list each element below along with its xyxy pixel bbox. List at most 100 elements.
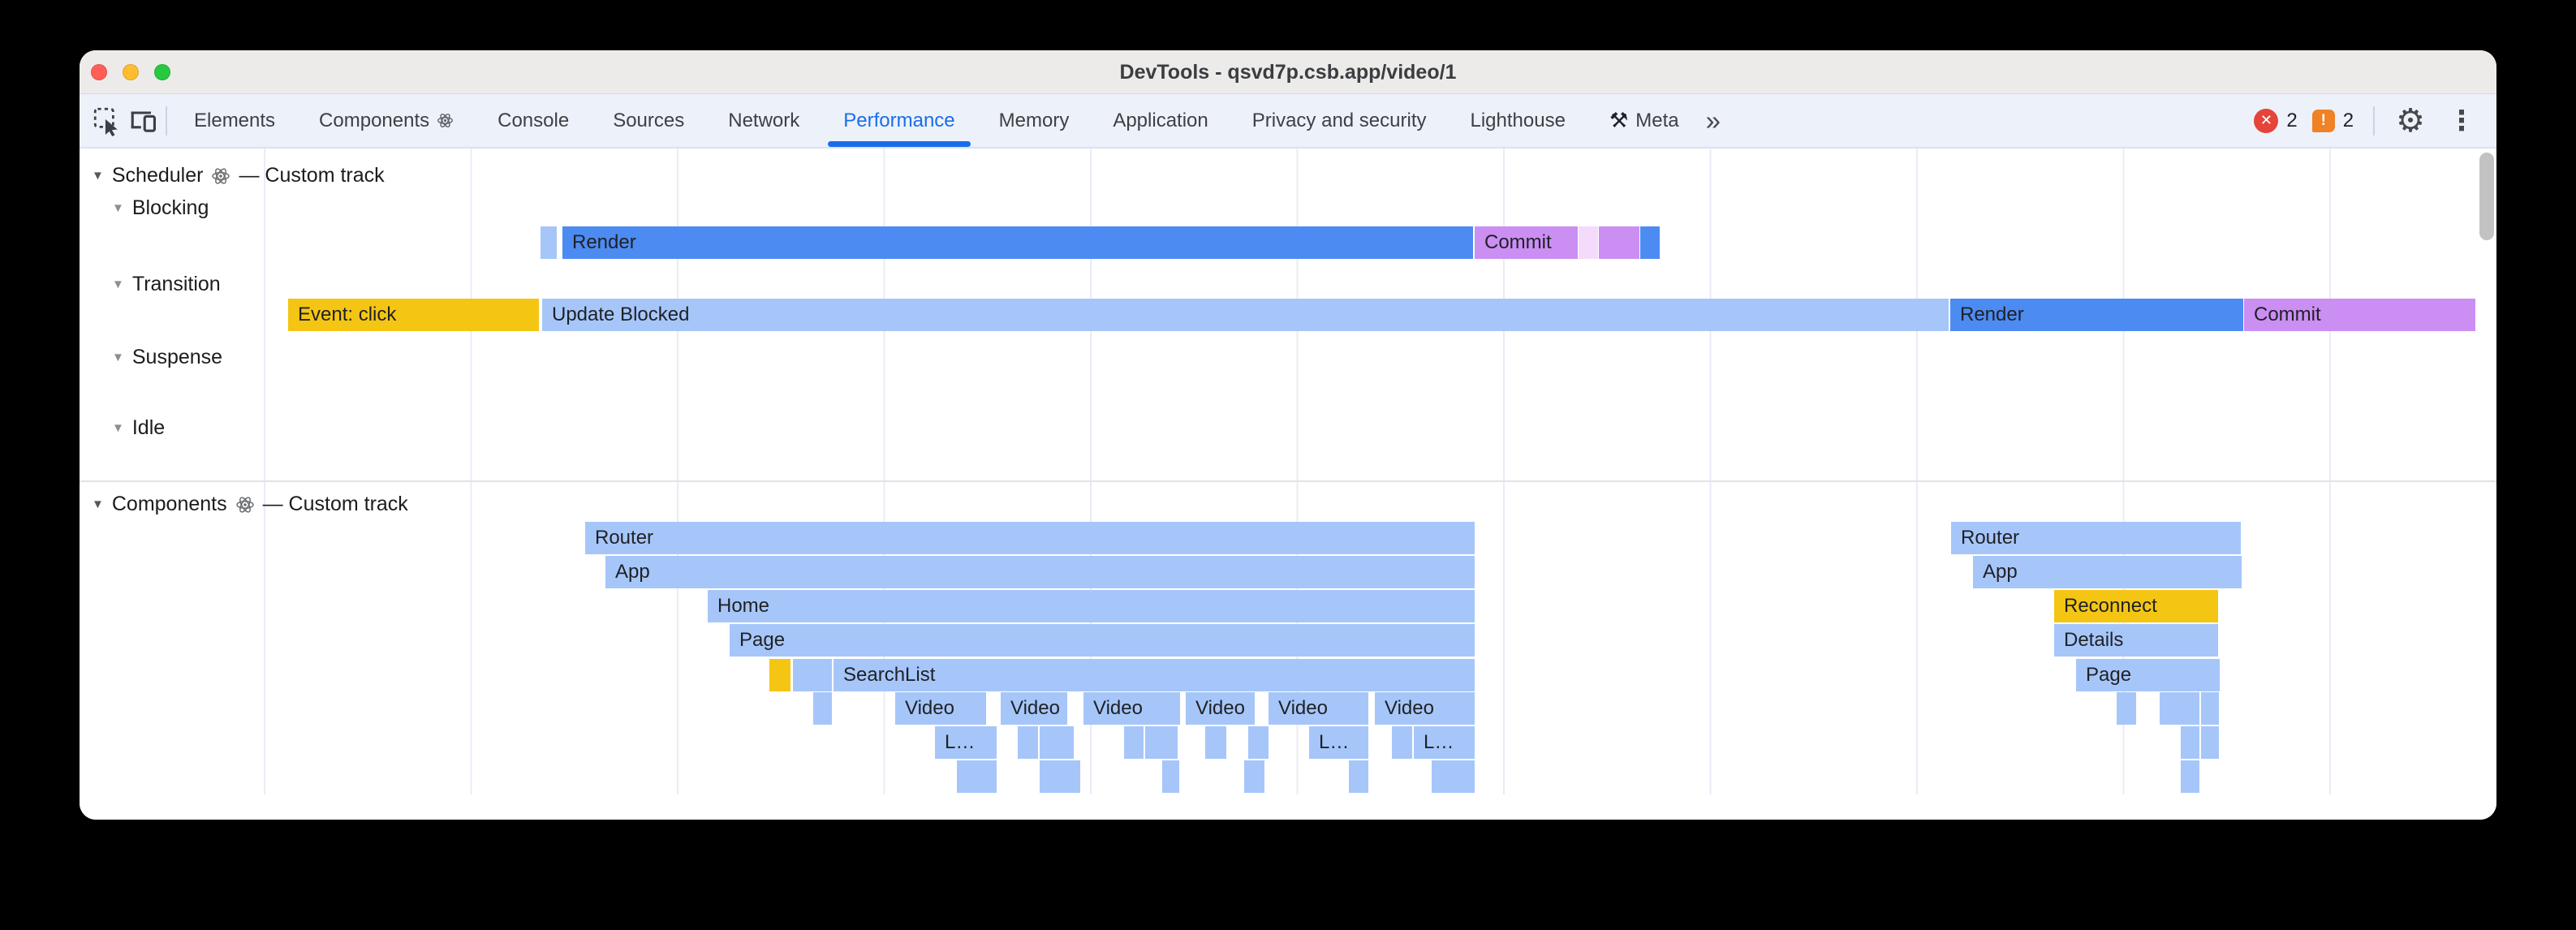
- flame-bar-page[interactable]: Page: [730, 624, 1475, 657]
- flame-bar-page[interactable]: Page: [2076, 659, 2220, 691]
- flame-bar-video[interactable]: Video: [895, 692, 986, 725]
- tab-lighthouse[interactable]: Lighthouse: [1449, 94, 1587, 147]
- flame-bar-home[interactable]: Home: [708, 590, 1475, 622]
- flame-bar-commit[interactable]: Commit: [2244, 299, 2475, 331]
- flame-bar-block[interactable]: [1640, 226, 1660, 259]
- flame-bar-details[interactable]: Details: [2054, 624, 2218, 657]
- tab-label: Performance: [843, 109, 955, 131]
- flame-bar-block[interactable]: [1040, 760, 1080, 793]
- tab-label: Application: [1113, 109, 1208, 131]
- track-suffix: — Custom track: [239, 164, 385, 187]
- flame-bar-block[interactable]: [1018, 726, 1038, 759]
- flame-bar-block[interactable]: [2117, 692, 2136, 725]
- flame-bar-searchlist[interactable]: SearchList: [834, 659, 1475, 691]
- tab-meta[interactable]: ⚒ Meta: [1587, 94, 1701, 147]
- flame-bar-block[interactable]: [2160, 692, 2199, 725]
- flame-bar-render[interactable]: Render: [562, 226, 1473, 259]
- tab-memory[interactable]: Memory: [977, 94, 1092, 147]
- error-badge-icon[interactable]: ✕: [2254, 108, 2279, 133]
- flame-bar-block[interactable]: [1349, 760, 1368, 793]
- collapse-triangle-icon[interactable]: ▼: [112, 278, 124, 291]
- flame-bar-block[interactable]: [541, 226, 557, 259]
- flame-bar-l[interactable]: L…: [935, 726, 997, 759]
- lane-idle[interactable]: ▼ Idle: [112, 416, 165, 440]
- more-tabs-icon[interactable]: »: [1705, 105, 1721, 136]
- inspect-element-icon[interactable]: [89, 103, 125, 139]
- flame-bar-block[interactable]: [1248, 726, 1269, 759]
- flame-bar-block[interactable]: [1244, 760, 1264, 793]
- flame-bar-video[interactable]: Video: [1269, 692, 1368, 725]
- flame-bar-block[interactable]: [2201, 726, 2219, 759]
- kebab-menu-icon[interactable]: ⋮: [2448, 105, 2475, 136]
- tab-components[interactable]: Components: [297, 94, 476, 147]
- flame-bar-block[interactable]: [1579, 226, 1598, 259]
- flame-bar-video[interactable]: Video: [1083, 692, 1180, 725]
- flame-bar-video[interactable]: Video: [1001, 692, 1067, 725]
- track-name: Scheduler: [111, 164, 204, 187]
- lane-label: Blocking: [131, 196, 209, 219]
- flame-bar-block[interactable]: [1040, 726, 1074, 759]
- warning-badge-icon[interactable]: !: [2311, 109, 2335, 132]
- flame-bar-router[interactable]: Router: [585, 522, 1475, 554]
- flame-bar-block[interactable]: [1432, 760, 1475, 793]
- lane-blocking[interactable]: ▼ Blocking: [112, 196, 209, 220]
- flame-bar-block[interactable]: [1392, 726, 1412, 759]
- flame-bar-video[interactable]: Video: [1375, 692, 1475, 725]
- collapse-triangle-icon[interactable]: ▼: [112, 351, 124, 364]
- flame-bar-block[interactable]: [2201, 692, 2219, 725]
- track-header-scheduler[interactable]: ▼ Scheduler — Custom track: [92, 164, 385, 187]
- flame-bar-l[interactable]: L…: [1309, 726, 1368, 759]
- panel-tabs: Elements Components Console Sources Network P…: [172, 94, 1701, 147]
- flame-bar-block[interactable]: [2181, 760, 2199, 793]
- flame-bar-event-click[interactable]: Event: click: [288, 299, 539, 331]
- collapse-triangle-icon[interactable]: ▼: [92, 497, 104, 511]
- flame-bar-router[interactable]: Router: [1951, 522, 2241, 554]
- track-header-components[interactable]: ▼ Components — Custom track: [92, 493, 408, 516]
- tab-elements[interactable]: Elements: [172, 94, 297, 147]
- tab-performance[interactable]: Performance: [821, 94, 976, 147]
- flame-bar-block[interactable]: [1124, 726, 1144, 759]
- minimize-window-button[interactable]: [123, 64, 139, 80]
- flame-bar-app[interactable]: App: [605, 556, 1475, 588]
- collapse-triangle-icon[interactable]: ▼: [92, 169, 104, 183]
- tab-application[interactable]: Application: [1091, 94, 1230, 147]
- vertical-scrollbar-thumb[interactable]: [2479, 153, 2494, 240]
- flame-bar-block[interactable]: [813, 692, 832, 725]
- flame-bar-app[interactable]: App: [1973, 556, 2242, 588]
- react-atom-icon: [437, 114, 454, 127]
- collapse-triangle-icon[interactable]: ▼: [112, 421, 124, 435]
- toolbar-divider: [2373, 105, 2376, 136]
- close-window-button[interactable]: [91, 64, 107, 80]
- lane-suspense[interactable]: ▼ Suspense: [112, 346, 222, 369]
- tab-label: Network: [728, 109, 800, 131]
- tab-network[interactable]: Network: [706, 94, 821, 147]
- tab-privacy-and-security[interactable]: Privacy and security: [1230, 94, 1449, 147]
- flame-bar-block[interactable]: [1162, 760, 1179, 793]
- zoom-window-button[interactable]: [154, 64, 170, 80]
- settings-gear-icon[interactable]: ⚙: [2396, 102, 2425, 139]
- flame-bar-block[interactable]: [793, 659, 832, 691]
- flame-bar-block[interactable]: [2181, 726, 2199, 759]
- tab-console[interactable]: Console: [476, 94, 591, 147]
- warning-count[interactable]: 2: [2342, 109, 2354, 131]
- flame-bar-block[interactable]: [769, 659, 790, 691]
- flame-bar-video[interactable]: Video: [1186, 692, 1255, 725]
- lane-label: Transition: [131, 273, 221, 295]
- flame-bar-block[interactable]: [1205, 726, 1226, 759]
- flame-bar-update-blocked[interactable]: Update Blocked: [542, 299, 1949, 331]
- flame-bar-block[interactable]: [1599, 226, 1639, 259]
- flame-bar-block[interactable]: [1145, 726, 1178, 759]
- collapse-triangle-icon[interactable]: ▼: [112, 201, 124, 215]
- flame-bar-commit[interactable]: Commit: [1475, 226, 1578, 259]
- flame-bar-block[interactable]: [957, 760, 997, 793]
- performance-flamechart: ▼ Scheduler — Custom track ▼ Blocking ▼ Tra…: [80, 149, 2496, 820]
- lane-transition[interactable]: ▼ Transition: [112, 273, 221, 296]
- tab-label: Privacy and security: [1251, 109, 1427, 131]
- device-toolbar-icon[interactable]: [125, 103, 161, 139]
- flame-bar-render[interactable]: Render: [1950, 299, 2243, 331]
- flame-bar-l[interactable]: L…: [1414, 726, 1475, 759]
- tab-sources[interactable]: Sources: [591, 94, 706, 147]
- flame-bar-reconnect[interactable]: Reconnect: [2054, 590, 2218, 622]
- error-count[interactable]: 2: [2286, 109, 2298, 131]
